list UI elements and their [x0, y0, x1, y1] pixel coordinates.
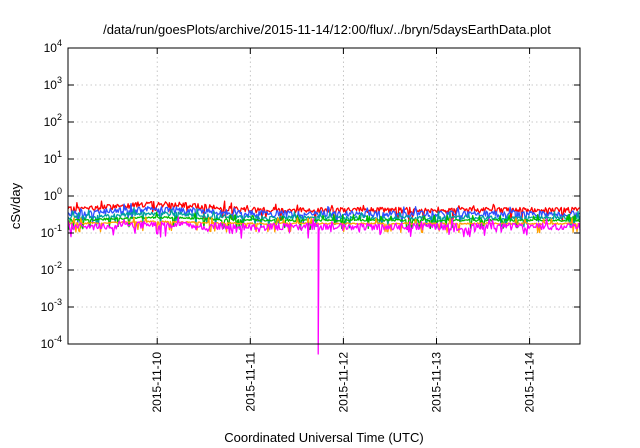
y-tick-label: 104 — [44, 38, 62, 55]
series-line — [67, 207, 581, 229]
x-axis: 2015-11-10 2015-11-11 2015-11-12 2015-11-13… — [150, 48, 537, 413]
y-tick-label: 102 — [44, 112, 62, 129]
y-axis-label: cSv/day — [8, 182, 23, 229]
y-tick-label: 10-1 — [41, 223, 62, 240]
y-tick-label: 101 — [44, 149, 62, 166]
series-line — [67, 216, 581, 355]
x-tick-label: 2015-11-13 — [429, 352, 443, 413]
x-tick-label: 2015-11-14 — [523, 352, 537, 413]
x-tick-label: 2015-11-12 — [336, 352, 350, 413]
y-tick-label: 100 — [44, 186, 62, 203]
series-line — [67, 203, 581, 226]
y-tick-label: 10-4 — [41, 334, 62, 351]
x-tick-label: 2015-11-11 — [243, 352, 257, 412]
grid-lines — [68, 48, 580, 344]
y-tick-label: 103 — [44, 75, 62, 92]
series-layer — [67, 200, 581, 355]
y-tick-label: 10-2 — [41, 260, 62, 277]
series-line — [67, 211, 581, 231]
x-axis-label: Coordinated Universal Time (UTC) — [224, 430, 423, 445]
y-tick-label: 10-3 — [41, 297, 62, 314]
y-axis: 104 103 102 101 100 10-1 10-2 10-3 10-4 — [41, 38, 580, 351]
chart-title: /data/run/goesPlots/archive/2015-11-14/1… — [103, 22, 551, 37]
x-tick-label: 2015-11-10 — [150, 352, 164, 413]
